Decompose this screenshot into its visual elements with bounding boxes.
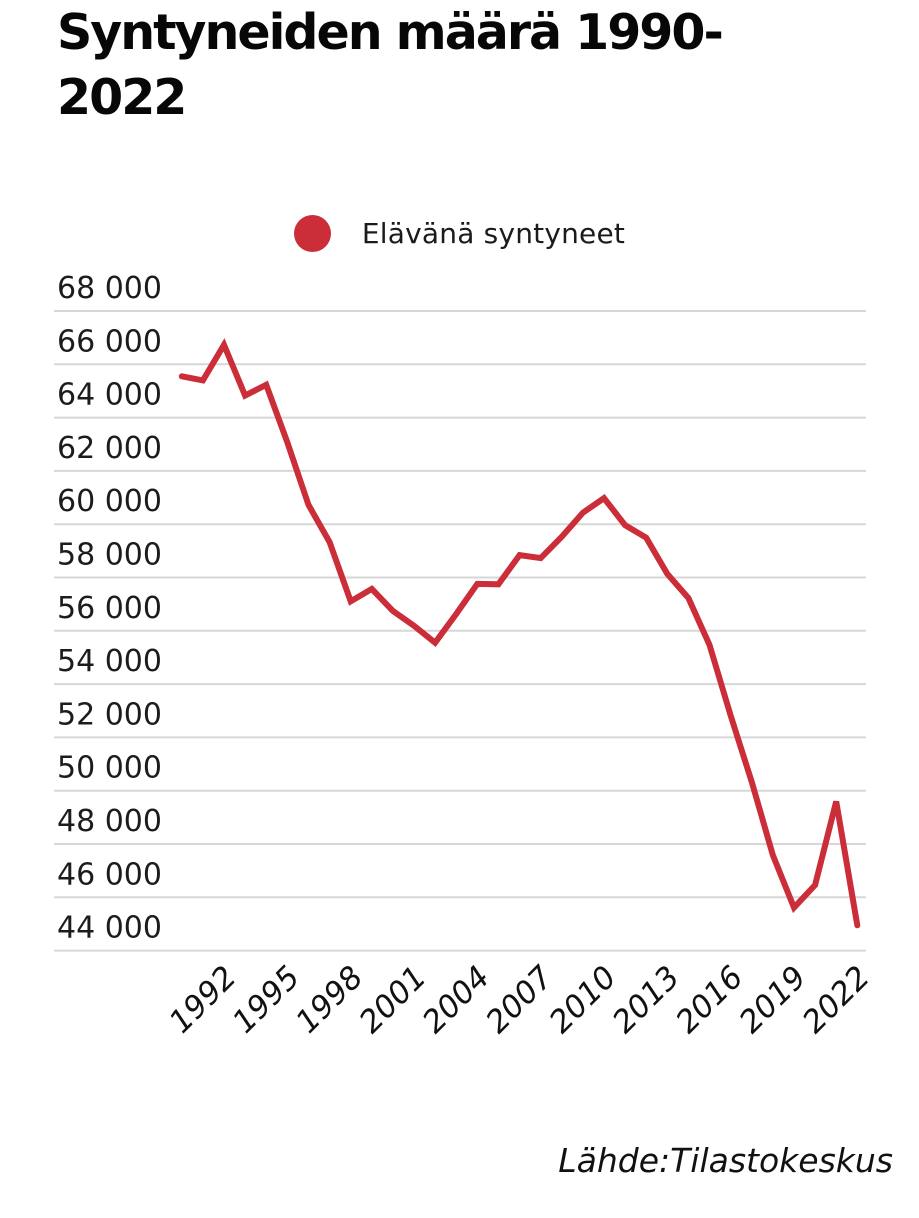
y-tick-label: 46 000 [57,857,162,892]
x-tick-label: 2004 [416,959,497,1040]
x-tick-label: 2007 [479,959,560,1040]
y-tick-label: 44 000 [57,911,162,946]
y-tick-label: 62 000 [57,431,162,466]
x-tick-label: 1992 [162,959,243,1040]
chart-title-line2: 2022 [57,69,187,126]
y-tick-label: 48 000 [57,804,162,839]
y-tick-label: 50 000 [57,751,162,786]
y-tick-label: 66 000 [57,324,162,359]
source-credit: Lähde:Tilastokeskus [558,1141,893,1180]
x-tick-label: 2013 [606,959,687,1040]
y-tick-label: 64 000 [57,378,162,413]
y-tick-label: 68 000 [57,271,162,306]
y-tick-label: 56 000 [57,591,162,626]
x-tick-label: 2010 [542,959,623,1040]
x-tick-label: 1998 [289,959,370,1040]
x-tick-label: 1995 [226,959,307,1040]
legend: Elävänä syntyneet [0,206,919,260]
x-tick-label: 2022 [796,959,877,1040]
chart-title: Syntyneiden määrä 1990- 2022 [57,0,724,130]
legend-marker-dot [293,214,331,252]
chart-title-line1: Syntyneiden määrä 1990- [57,4,724,61]
legend-series-label: Elävänä syntyneet [361,216,626,250]
y-tick-label: 52 000 [57,697,162,732]
y-tick-label: 58 000 [57,538,162,573]
births-line-series [178,338,861,929]
x-tick-label: 2016 [669,959,750,1040]
y-tick-label: 60 000 [57,484,162,519]
y-tick-label: 54 000 [57,644,162,679]
x-tick-label: 2001 [352,959,433,1040]
x-tick-label: 2019 [732,959,813,1040]
